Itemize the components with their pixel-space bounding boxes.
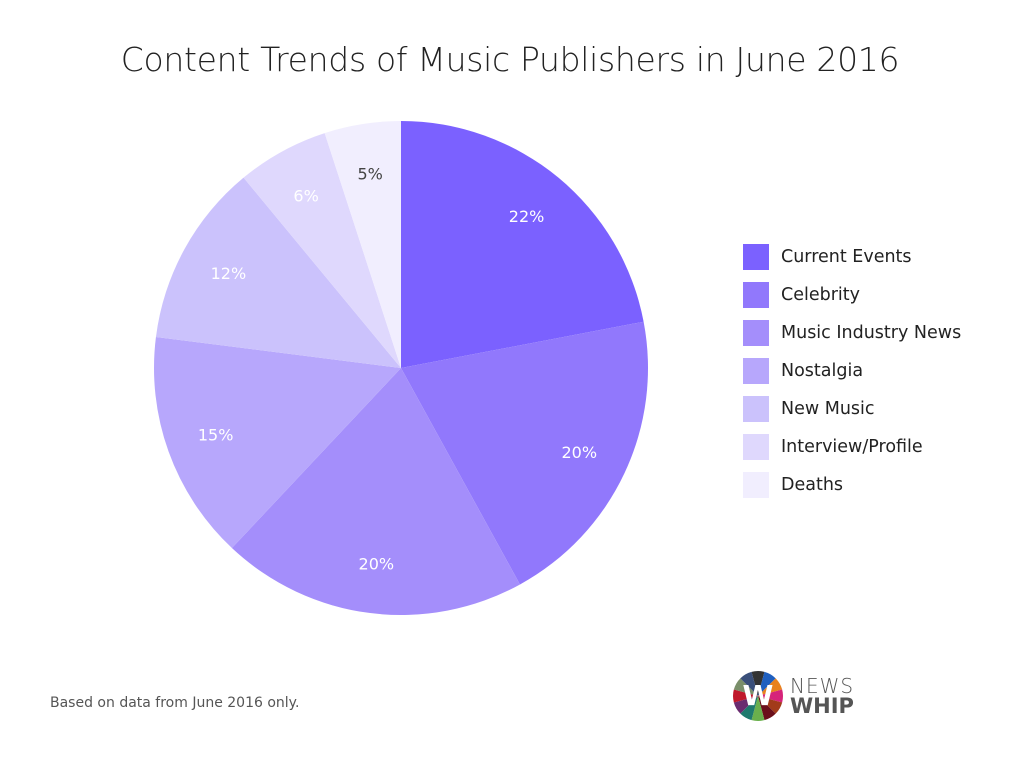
data-label-6: 5%: [357, 164, 382, 183]
chart-title: Content Trends of Music Publishers in Ju…: [120, 40, 900, 79]
legend-item: Interview/Profile: [743, 428, 961, 466]
legend-swatch: [743, 434, 769, 460]
legend-label: Celebrity: [781, 285, 860, 305]
legend-item: Current Events: [743, 238, 961, 276]
legend-item: New Music: [743, 390, 961, 428]
legend-swatch: [743, 244, 769, 270]
legend-swatch: [743, 320, 769, 346]
pie-slice-3: [153, 337, 401, 549]
pie-slice-1: [401, 321, 648, 585]
data-label-5: 6%: [293, 186, 318, 205]
logo-news: NEWS: [790, 674, 855, 698]
pie-slice-5: [243, 133, 401, 368]
pie-slice-2: [231, 368, 520, 615]
legend-swatch: [743, 282, 769, 308]
legend-item: Nostalgia: [743, 352, 961, 390]
pie-slice-6: [324, 121, 401, 368]
legend-label: New Music: [781, 399, 875, 419]
legend-swatch: [743, 396, 769, 422]
legend: Current Events Celebrity Music Industry Ne…: [743, 238, 961, 504]
data-label-2: 20%: [359, 554, 395, 573]
footnote: Based on data from June 2016 only.: [50, 695, 300, 711]
legend-label: Music Industry News: [781, 323, 962, 343]
legend-item: Music Industry News: [743, 314, 961, 352]
logo-whip: WHIP: [790, 694, 854, 718]
newswhip-logo: W NEWS WHIP: [732, 670, 854, 722]
legend-label: Current Events: [781, 247, 912, 267]
legend-label: Deaths: [781, 475, 844, 495]
data-label-3: 15%: [198, 426, 234, 445]
logo-wheel-icon: W: [733, 671, 783, 721]
legend-swatch: [743, 472, 769, 498]
legend-item: Celebrity: [743, 276, 961, 314]
data-label-4: 12%: [211, 264, 247, 283]
svg-text:W: W: [743, 679, 774, 712]
legend-label: Interview/Profile: [781, 437, 923, 457]
data-label-1: 20%: [561, 443, 597, 462]
legend-item: Deaths: [743, 466, 961, 504]
pie-slice-4: [155, 177, 401, 368]
data-label-0: 22%: [509, 207, 545, 226]
pie-slice-0: [401, 121, 644, 368]
legend-swatch: [743, 358, 769, 384]
legend-label: Nostalgia: [781, 361, 864, 381]
